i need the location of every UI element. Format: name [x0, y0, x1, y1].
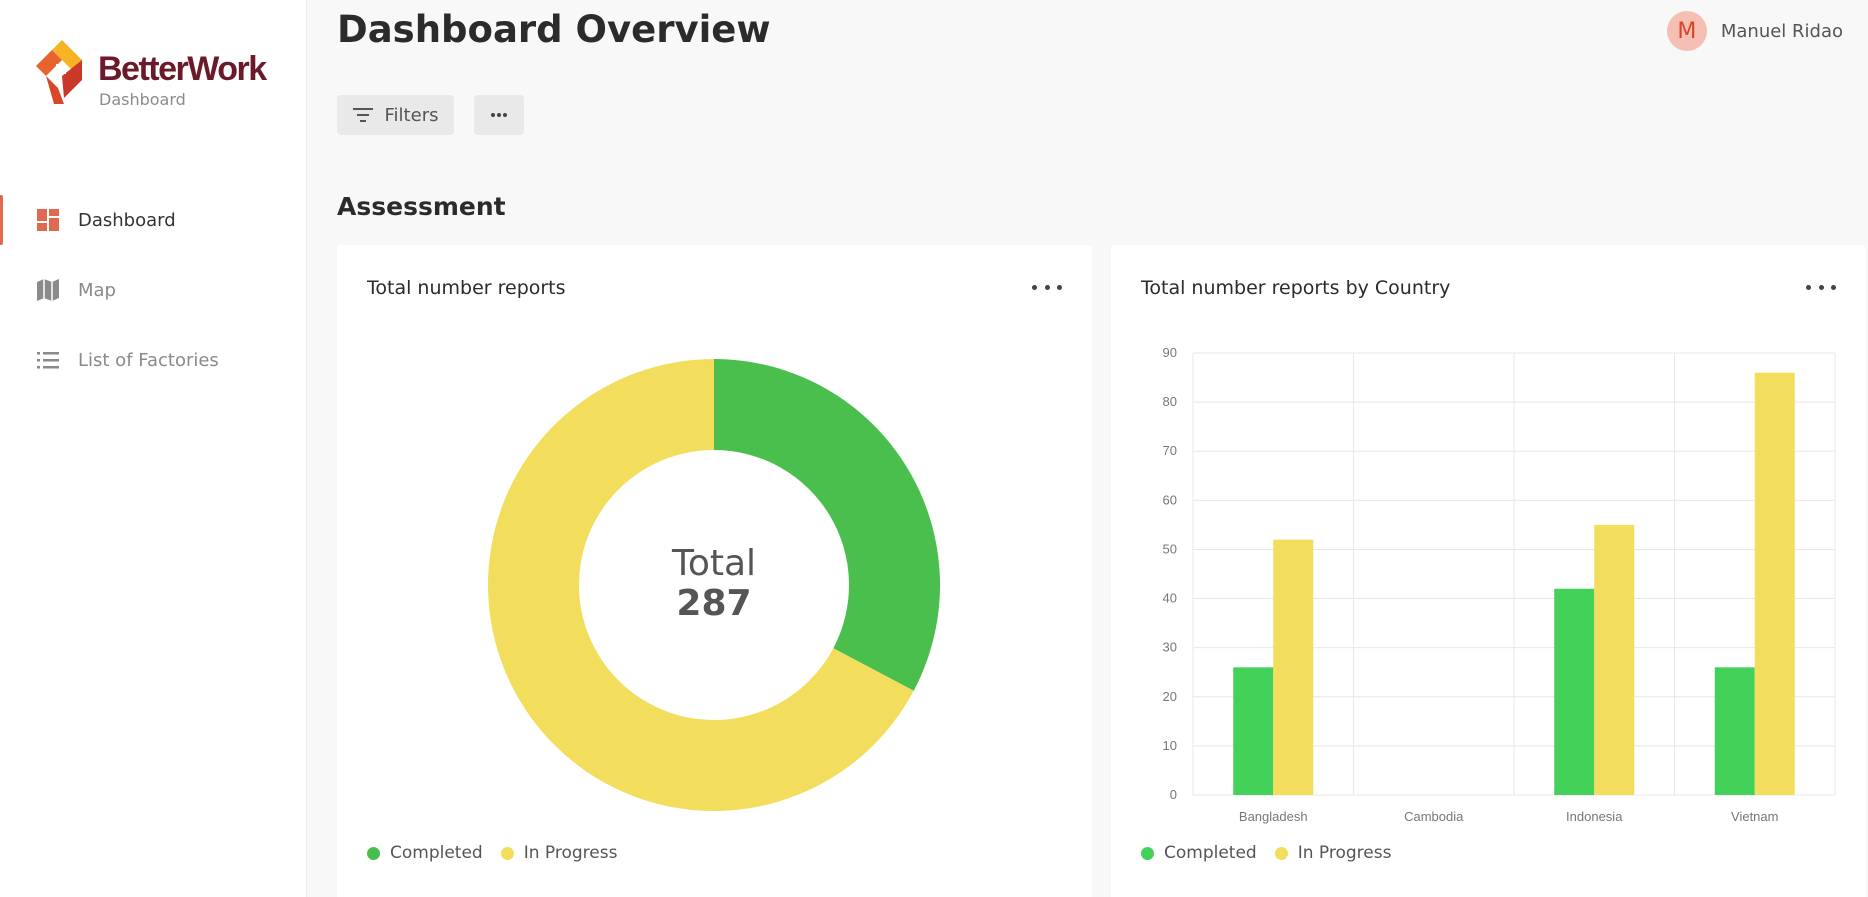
y-tick-label: 90 — [1163, 345, 1177, 360]
y-tick-label: 60 — [1163, 492, 1177, 507]
dashboard-icon — [36, 208, 60, 232]
x-tick-label: Cambodia — [1404, 809, 1464, 824]
donut-center-value: 287 — [676, 583, 751, 624]
legend-item-in-progress[interactable]: In Progress — [500, 843, 618, 863]
sidebar: BetterWork Dashboard Dashboard — [0, 0, 307, 897]
legend-item-completed[interactable]: Completed — [367, 843, 483, 863]
chart-legend: Completed In Progress — [1141, 843, 1409, 863]
legend-swatch — [1141, 846, 1154, 860]
y-tick-label: 50 — [1163, 541, 1177, 556]
sidebar-item-label: Map — [78, 279, 116, 301]
sidebar-item-label: List of Factories — [78, 349, 219, 371]
brand-logo[interactable]: BetterWork Dashboard — [36, 40, 276, 115]
dot-icon — [1818, 284, 1824, 290]
card-menu-button[interactable] — [1032, 281, 1062, 293]
map-icon — [36, 278, 60, 302]
dot-icon — [1057, 284, 1062, 290]
filter-icon — [352, 108, 373, 122]
more-horizontal-icon — [491, 113, 507, 117]
avatar[interactable]: M — [1666, 11, 1707, 51]
sidebar-item-map[interactable]: Map — [0, 265, 306, 315]
y-tick-label: 70 — [1163, 443, 1177, 458]
page-title: Dashboard Overview — [337, 8, 771, 51]
filters-button[interactable]: Filters — [337, 95, 454, 135]
bar-vietnam-in-progress[interactable] — [1754, 372, 1795, 795]
sidebar-item-list-of-factories[interactable]: List of Factories — [0, 335, 306, 385]
bar-bangladesh-in-progress[interactable] — [1273, 539, 1314, 795]
y-tick-label: 0 — [1170, 787, 1177, 802]
y-tick-label: 20 — [1163, 689, 1177, 704]
list-icon — [36, 348, 60, 372]
chart-legend: Completed In Progress — [367, 843, 635, 863]
bar-indonesia-in-progress[interactable] — [1594, 524, 1635, 795]
legend-swatch — [367, 846, 380, 860]
bar-chart: 0 10 20 30 40 50 60 70 80 90 Bangladesh Cambodia Ind… — [1163, 345, 1836, 824]
card-menu-button[interactable] — [1806, 281, 1836, 293]
donut-slice-in-progress[interactable] — [488, 359, 914, 811]
user-menu[interactable]: M Manuel Ridao — [1666, 11, 1843, 51]
y-tick-label: 30 — [1163, 640, 1177, 655]
dot-icon — [1032, 284, 1037, 290]
card-title: Total number reports by Country — [1141, 277, 1451, 299]
legend-swatch — [500, 846, 514, 860]
reports-by-country-card: 0 10 20 30 40 50 60 70 80 90 Bangladesh Cambodia Ind… — [1111, 245, 1866, 897]
y-tick-label: 80 — [1163, 394, 1177, 409]
y-tick-label: 10 — [1163, 738, 1177, 753]
legend-swatch — [1274, 846, 1288, 860]
sidebar-item-label: Dashboard — [78, 209, 176, 231]
legend-label: Completed — [1164, 843, 1257, 863]
more-options-button[interactable] — [474, 95, 524, 135]
x-tick-label: Bangladesh — [1239, 809, 1308, 824]
legend-label: Completed — [390, 843, 483, 863]
toolbar: Filters — [337, 95, 524, 135]
bar-bangladesh-completed[interactable] — [1233, 667, 1274, 795]
total-reports-card: Total 287 Total number reports Completed … — [337, 245, 1092, 897]
donut-center-label: Total — [671, 543, 756, 584]
legend-item-in-progress[interactable]: In Progress — [1274, 843, 1392, 863]
dot-icon — [1044, 284, 1050, 290]
legend-item-completed[interactable]: Completed — [1141, 843, 1257, 863]
filters-label: Filters — [384, 104, 439, 126]
brand-name: BetterWork — [98, 50, 267, 88]
dot-icon — [1806, 284, 1811, 290]
bar-vietnam-completed[interactable] — [1714, 667, 1755, 795]
brand-subtitle: Dashboard — [99, 90, 186, 109]
dot-icon — [1831, 284, 1836, 290]
legend-label: In Progress — [523, 843, 618, 863]
user-name[interactable]: Manuel Ridao — [1720, 20, 1843, 42]
x-tick-label: Indonesia — [1566, 809, 1623, 824]
betterwork-logo-icon — [36, 40, 82, 104]
y-tick-label: 40 — [1163, 591, 1177, 606]
sidebar-item-dashboard[interactable]: Dashboard — [0, 195, 306, 245]
bar-indonesia-completed[interactable] — [1554, 588, 1595, 795]
card-title: Total number reports — [367, 277, 566, 299]
sidebar-nav: Dashboard Map — [0, 195, 306, 405]
legend-label: In Progress — [1297, 843, 1392, 863]
x-tick-label: Vietnam — [1731, 809, 1778, 824]
section-title: Assessment — [337, 192, 506, 221]
donut-slice-completed[interactable] — [714, 359, 941, 691]
